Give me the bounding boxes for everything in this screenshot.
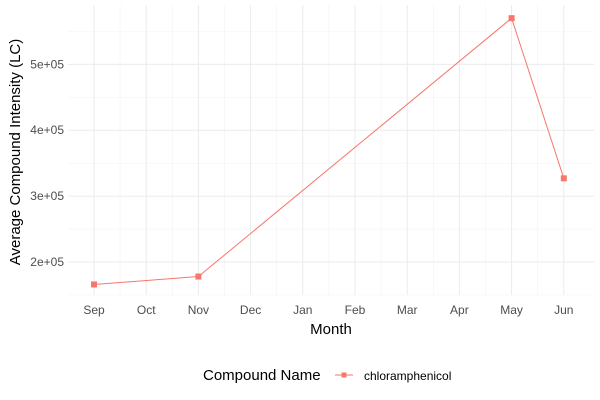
data-point (195, 273, 202, 280)
x-tick-label: Feb (345, 303, 366, 317)
legend-key-marker (341, 372, 347, 378)
data-point (508, 15, 515, 22)
x-tick-label: Mar (397, 303, 418, 317)
y-axis-ticks: 2e+05 3e+05 4e+05 5e+05 (30, 57, 64, 269)
legend: Compound Name chloramphenicol (203, 367, 451, 384)
x-axis-title: Month (310, 321, 352, 338)
y-tick-label: 2e+05 (30, 255, 64, 269)
grid-lines (68, 5, 594, 296)
x-tick-label: Jan (293, 303, 312, 317)
x-tick-label: Dec (240, 303, 261, 317)
series-line-chloramphenicol (93, 17, 565, 285)
legend-label-chloramphenicol: chloramphenicol (364, 369, 451, 383)
series-layer (91, 15, 567, 288)
data-point (560, 175, 567, 182)
legend-title: Compound Name (203, 367, 321, 384)
data-point (91, 281, 97, 288)
y-tick-label: 4e+05 (30, 123, 64, 137)
x-tick-label: Jun (554, 303, 573, 317)
x-tick-label: Nov (188, 303, 209, 317)
x-axis-ticks: Sep Oct Nov Dec Jan Feb Mar Apr May Jun (83, 303, 573, 317)
x-tick-label: Oct (137, 303, 156, 317)
x-tick-label: May (500, 303, 523, 317)
y-tick-label: 5e+05 (30, 57, 64, 71)
x-tick-label: Apr (450, 303, 469, 317)
x-tick-label: Sep (83, 303, 105, 317)
y-axis-title: Average Compound Intensity (LC) (7, 39, 24, 266)
y-tick-label: 3e+05 (30, 189, 64, 203)
